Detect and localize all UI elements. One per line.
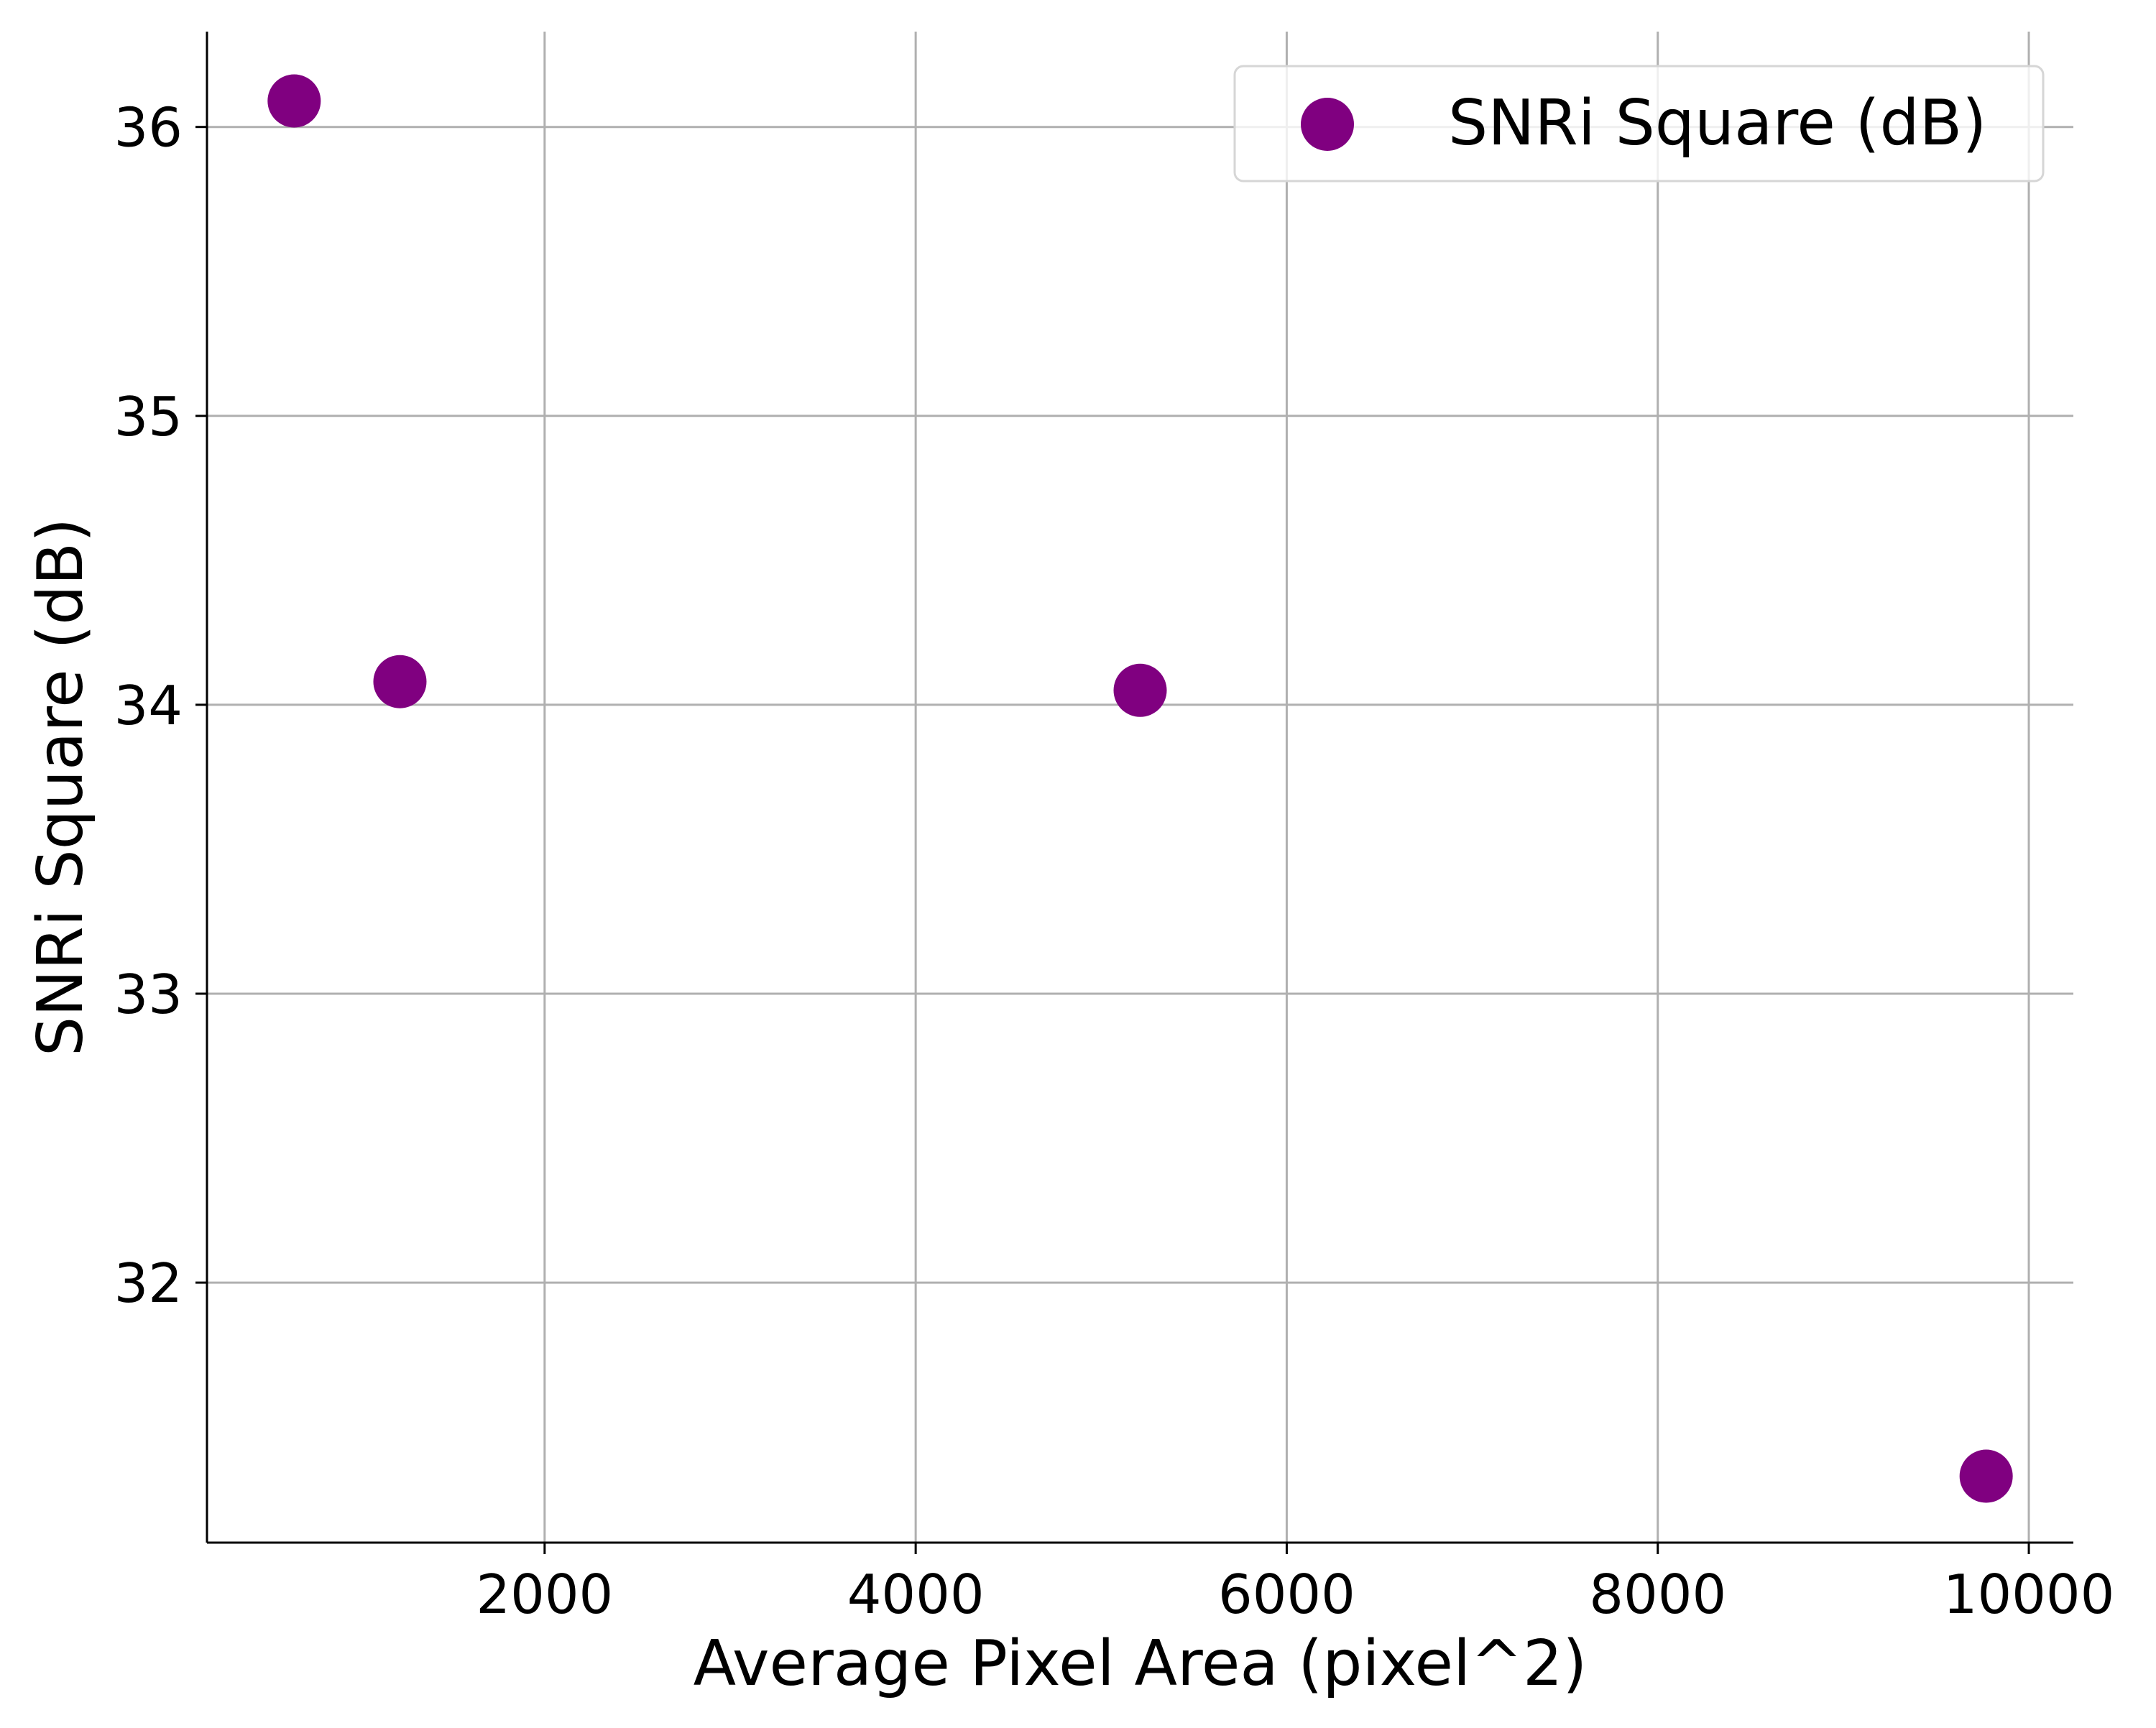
y-tick-label: 36 (114, 96, 183, 160)
x-tick-label: 10000 (1943, 1563, 2115, 1626)
legend-box (1233, 65, 2045, 182)
x-gridlines (543, 32, 2030, 1543)
x-tick-label: 2000 (476, 1563, 613, 1626)
y-axis-ticks: 32 33 34 35 36 (114, 96, 207, 1315)
legend-label: SNRi Square (dB) (1448, 86, 1986, 160)
x-axis-label: Average Pixel Area (pixel^2) (694, 1627, 1588, 1700)
scatter-point (373, 655, 427, 708)
scatter-point (267, 74, 321, 128)
y-axis-label: SNRi Square (dB) (24, 518, 97, 1056)
scatter-point (1959, 1449, 2013, 1503)
axes (206, 32, 2073, 1544)
scatter-point (1113, 663, 1167, 717)
x-tick-label: 6000 (1218, 1563, 1355, 1626)
data-points (267, 74, 2013, 1503)
y-tick-label: 33 (114, 963, 183, 1026)
legend: SNRi Square (dB) (1233, 65, 2045, 182)
x-axis-ticks: 2000 4000 6000 8000 10000 (476, 1543, 2114, 1626)
y-tick-label: 35 (114, 385, 183, 448)
x-tick-label: 8000 (1589, 1563, 1726, 1626)
y-tick-label: 34 (114, 674, 183, 737)
y-tick-label: 32 (114, 1252, 183, 1315)
x-tick-label: 4000 (847, 1563, 985, 1626)
legend-marker (1301, 98, 1354, 151)
